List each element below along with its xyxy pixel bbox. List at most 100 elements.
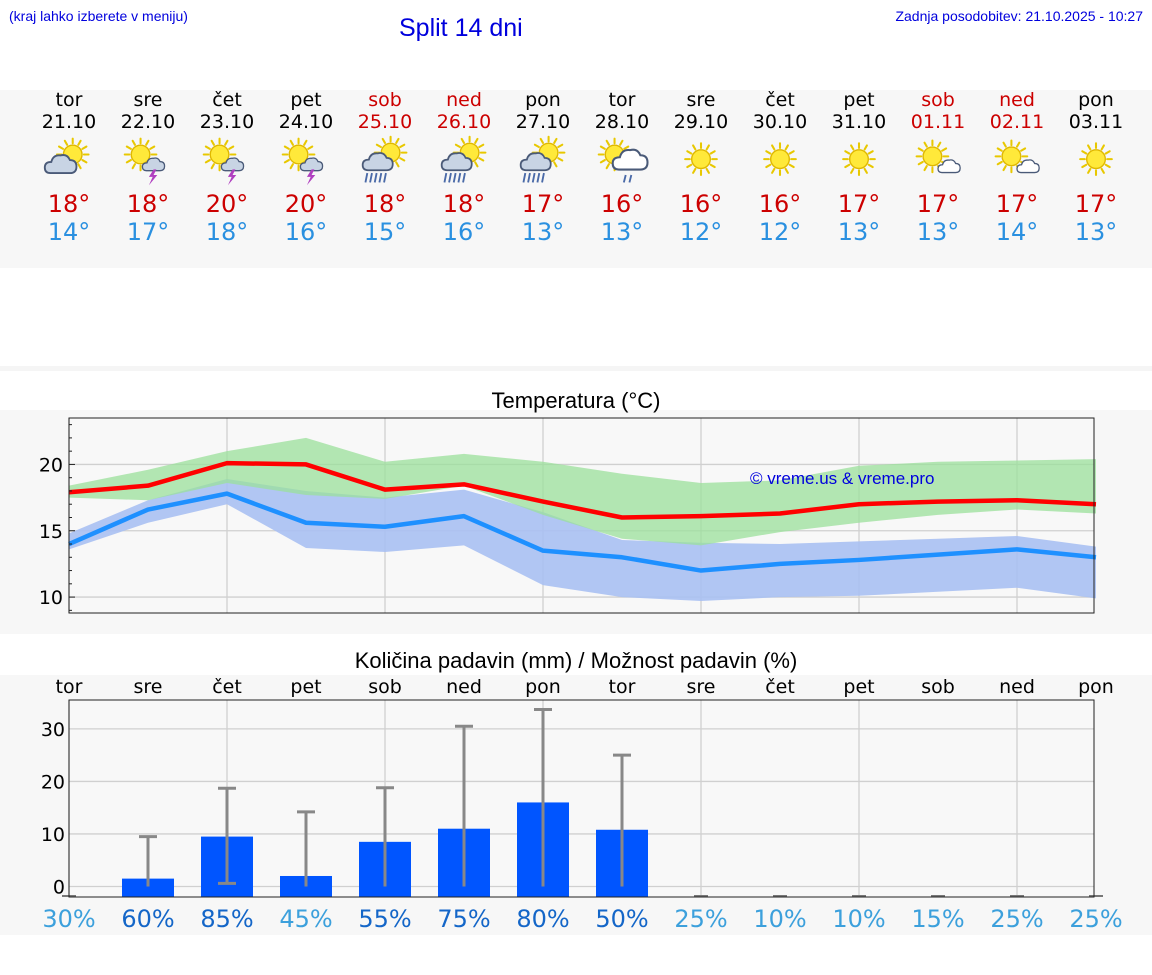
sun-icon: [684, 142, 718, 176]
sun-icon: [1079, 142, 1113, 176]
precipitation-probability: 25%: [674, 905, 727, 933]
day-column: tor 21.10 18° 14°: [29, 89, 109, 247]
sun-rain-icon: [519, 135, 566, 183]
last-updated: Zadnja posodobitev: 21.10.2025 - 10:27: [895, 8, 1143, 24]
day-date: 01.11: [910, 111, 966, 133]
page-title: Split 14 dni: [399, 14, 523, 42]
day-date: 31.10: [831, 111, 887, 133]
day-name: tor: [55, 89, 83, 111]
precipitation-probability: 30%: [42, 905, 95, 933]
location-menu-hint[interactable]: (kraj lahko izberete v meniju): [9, 8, 188, 24]
min-temperature: 13°: [521, 218, 565, 246]
max-temperature: 20°: [205, 190, 249, 218]
min-temperature: 14°: [47, 218, 91, 246]
watermark: © vreme.us & vreme.pro: [750, 469, 934, 488]
min-temperature: 18°: [205, 218, 249, 246]
day-column: tor 28.10 16° 13°: [582, 89, 662, 247]
day-name: pon: [525, 89, 561, 111]
day-date: 02.11: [989, 111, 1045, 133]
max-temperature: 16°: [758, 190, 802, 218]
day-date: 27.10: [515, 111, 571, 133]
day-name: čet: [765, 89, 795, 111]
max-temperature: 16°: [600, 190, 644, 218]
day-column: pon 03.11 17° 13°: [1056, 90, 1136, 247]
precipitation-probability: 50%: [595, 905, 648, 933]
day-name: tor: [608, 89, 636, 111]
day-date: 22.10: [120, 111, 176, 133]
min-temperature: 15°: [363, 218, 407, 246]
temperature-plot: 10 15 20 © vreme.us & vreme.pro: [39, 417, 1097, 614]
y-tick-label: 0: [53, 876, 65, 898]
min-temperature: 16°: [284, 218, 328, 246]
min-temperature: 17°: [126, 218, 170, 246]
min-temperature: 13°: [1074, 218, 1118, 246]
precipitation-probability: 15%: [911, 905, 964, 933]
min-temperature: 14°: [995, 218, 1039, 246]
divider: [0, 366, 1152, 371]
category-label: sob: [921, 676, 955, 698]
day-name: sob: [921, 89, 955, 111]
sun-cloud-drizzle-icon: [597, 137, 649, 183]
max-temperature: 17°: [916, 190, 960, 218]
day-column: ned 02.11 17° 14°: [977, 89, 1057, 247]
y-tick-label: 10: [39, 587, 63, 609]
day-column: sre 29.10 16° 12°: [661, 89, 741, 247]
day-name: ned: [446, 89, 482, 111]
precipitation-probability: 10%: [832, 905, 885, 933]
category-label: tor: [609, 676, 636, 698]
category-label: čet: [765, 676, 795, 698]
max-temperature: 18°: [442, 190, 486, 218]
day-date: 21.10: [41, 111, 97, 133]
max-temperature-line: [68, 460, 1097, 520]
precipitation-chart-title: Količina padavin (mm) / Možnost padavin …: [354, 648, 798, 673]
precipitation-bar: [122, 878, 174, 897]
category-label: pon: [1078, 676, 1114, 698]
day-column: čet 23.10 20° 18°: [187, 90, 267, 247]
plot-frame: [68, 417, 1095, 614]
day-name: ned: [999, 89, 1035, 111]
sun-icon: [763, 142, 797, 176]
category-label: čet: [212, 676, 242, 698]
category-label: tor: [56, 676, 83, 698]
max-temperature-range: [69, 437, 1096, 546]
max-temperature: 17°: [837, 190, 881, 218]
min-temperature-line: [68, 491, 1097, 573]
day-column: čet 30.10 16° 12°: [740, 89, 820, 247]
category-label: ned: [999, 676, 1035, 698]
day-name: sre: [686, 89, 716, 111]
y-tick-label: 30: [41, 719, 65, 741]
min-temperature: 12°: [679, 218, 723, 246]
sun-small-cloud-icon: [994, 139, 1040, 174]
precipitation-plot: 0 10 20 30 tor sre čet pet sob ned pon tor sre čet pet…: [41, 676, 1123, 933]
max-temperature: 18°: [126, 190, 170, 218]
plot-frame: [68, 699, 1095, 898]
category-label: sob: [368, 676, 402, 698]
max-temperature: 18°: [47, 190, 91, 218]
precipitation-probability: 45%: [279, 905, 332, 933]
sun-rain-icon: [440, 135, 487, 183]
day-date: 30.10: [752, 111, 808, 133]
min-temperature: 13°: [837, 218, 881, 246]
day-column: pet 24.10 20° 16°: [266, 90, 346, 247]
category-label: sre: [687, 676, 716, 698]
day-column: pet 31.10 17° 13°: [819, 89, 899, 247]
day-name: pet: [843, 89, 875, 111]
max-temperature: 17°: [521, 190, 565, 218]
day-date: 26.10: [436, 111, 492, 133]
precipitation-probability: 80%: [516, 905, 569, 933]
day-column: sob 01.11 17° 13°: [898, 89, 978, 247]
precipitation-probability: 85%: [200, 905, 253, 933]
precipitation-probability: 25%: [1069, 905, 1122, 933]
max-temperature: 20°: [284, 190, 328, 218]
category-label: pon: [525, 676, 561, 698]
day-date: 28.10: [594, 111, 650, 133]
sun-cloud-icon: [43, 137, 90, 175]
max-temperature: 17°: [1074, 190, 1118, 218]
max-temperature: 18°: [363, 190, 407, 218]
y-tick-label: 20: [41, 771, 65, 793]
precipitation-probability: 75%: [437, 905, 490, 933]
day-date: 29.10: [673, 111, 729, 133]
precipitation-probability: 55%: [358, 905, 411, 933]
sun-thunder-icon: [281, 137, 324, 186]
